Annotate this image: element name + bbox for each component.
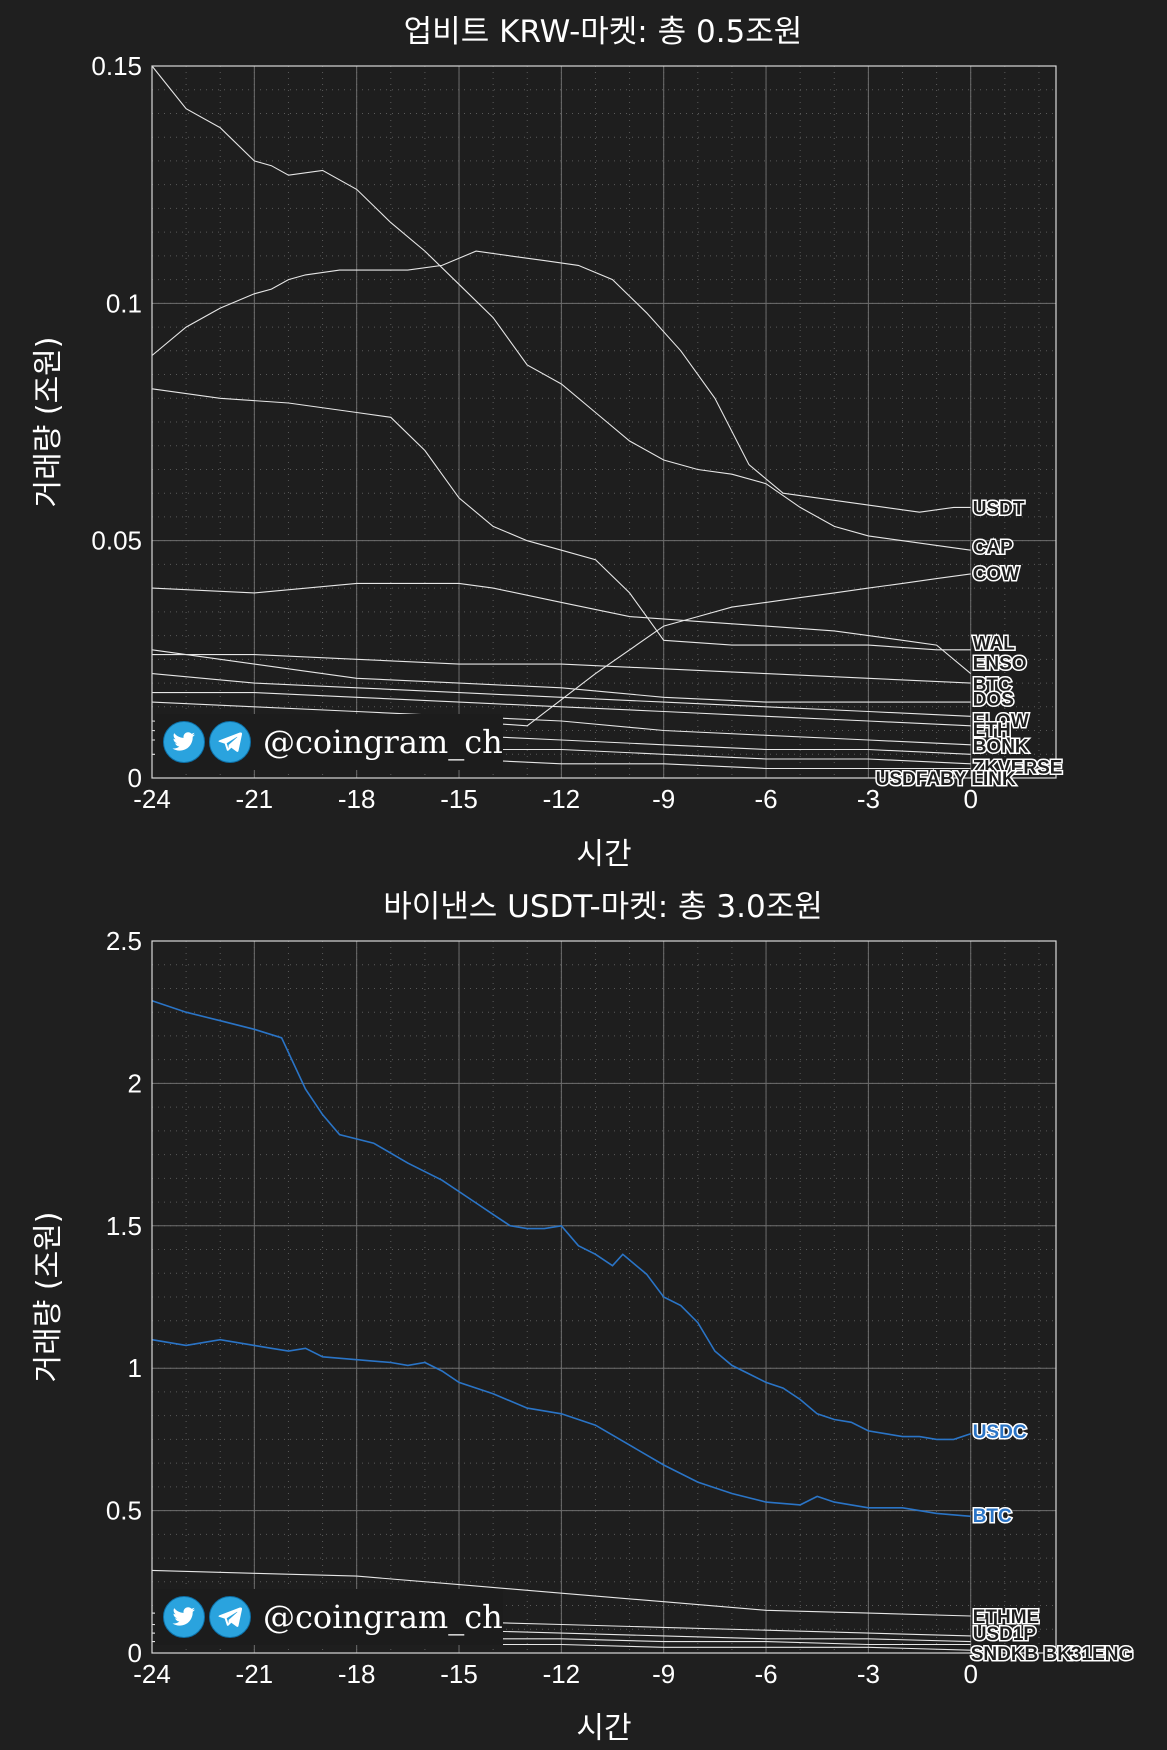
x-tick-label: 0 [963, 1659, 977, 1689]
x-tick-label: 0 [963, 784, 977, 814]
y-tick-label: 1 [128, 1353, 142, 1383]
y-tick-label: 0.5 [106, 1496, 142, 1526]
y-tick-label: 0.1 [106, 288, 142, 318]
series-end-label: BTC [973, 1506, 1012, 1527]
series-end-label: SNDKB BK31ENG [971, 1644, 1134, 1665]
series-end-label: USD1P [973, 1624, 1037, 1645]
series-end-label: BONK [973, 737, 1029, 758]
x-tick-label: -15 [440, 784, 478, 814]
y-tick-label: 1.5 [106, 1211, 142, 1241]
x-tick-label: -18 [338, 784, 376, 814]
series-line-doge [151, 649, 971, 703]
y-tick-label: 0.05 [91, 526, 142, 556]
x-tick-label: -6 [754, 1659, 777, 1689]
axes-frame [151, 940, 1057, 1654]
series-line-enso [151, 582, 972, 675]
series-end-label: ETHME [973, 1607, 1040, 1628]
series-line-flow [151, 673, 971, 717]
chart-binance: -24 -21 -18 -15 -12 -9 -6 -3 0 0 0.5 1 1.5 2 2.5 시간 거래량 … [31, 926, 1135, 1746]
series-end-label: ZKVERSE [973, 758, 1063, 779]
x-tick-label: -12 [543, 1659, 581, 1689]
series-line-btc [151, 1338, 971, 1518]
x-tick-label: -3 [857, 784, 880, 814]
x-tick-label: -9 [652, 784, 675, 814]
telegram-icon[interactable] [209, 721, 251, 763]
y-tick-label: 0 [128, 1638, 142, 1668]
chart-upbit: -24 -21 -18 -15 -12 -9 -6 -3 0 0 0.05 0.1 0.15 시간 거래량 … [31, 51, 1064, 872]
watermark-binance: @coingram_ch [155, 1589, 503, 1645]
y-tick-label: 0 [128, 763, 142, 793]
x-tick-label: -15 [440, 1659, 478, 1689]
x-tick-label: -9 [652, 1659, 675, 1689]
series-line-bonk [151, 701, 971, 746]
watermark-handle: @coingram_ch [263, 723, 503, 761]
series-end-label: WAL [973, 634, 1016, 655]
chart-title-upbit: 업비트 KRW-마켓: 총 0.5조원 [404, 14, 803, 50]
series-end-label: BTC [973, 675, 1012, 696]
twitter-icon[interactable] [163, 1596, 205, 1638]
x-tick-label: -18 [338, 1659, 376, 1689]
series-line-usdt [151, 250, 971, 513]
telegram-icon[interactable] [209, 1596, 251, 1638]
series-end-label: ENSO [973, 654, 1027, 675]
y-tick-label: 0.15 [91, 51, 142, 81]
series-end-label: USDC [973, 1422, 1027, 1443]
watermark-handle: @coingram_ch [263, 1598, 503, 1636]
twitter-icon[interactable] [163, 721, 205, 763]
x-tick-label: -3 [857, 1659, 880, 1689]
series-line-wal [151, 388, 971, 651]
series-line-cap [151, 65, 971, 551]
y-tick-label: 2 [128, 1068, 142, 1098]
series-end-label: ETH [973, 720, 1011, 741]
x-tick-label: -21 [236, 784, 274, 814]
series-line-eth [151, 1569, 971, 1617]
x-tick-label: -21 [236, 1659, 274, 1689]
x-axis-label: 시간 [576, 1711, 631, 1746]
series-line-eth [152, 692, 971, 727]
series-end-label: DOS [973, 689, 1014, 710]
x-tick-label: -24 [133, 784, 171, 814]
x-tick-label: -12 [543, 784, 581, 814]
series-end-label: USDT [973, 498, 1025, 519]
x-axis-label: 시간 [576, 837, 631, 872]
y-axis-label: 거래량 (조원) [31, 1212, 66, 1383]
chart-title-binance: 바이낸스 USDT-마켓: 총 3.0조원 [383, 889, 823, 925]
x-tick-label: -6 [754, 784, 777, 814]
series-end-label: USDFABY LINK [876, 769, 1016, 790]
x-tick-label: -24 [133, 1659, 171, 1689]
series-end-label: FLOW [973, 711, 1029, 732]
series-end-label: CAP [973, 537, 1013, 558]
y-axis-label: 거래량 (조원) [31, 337, 66, 508]
watermark-upbit: @coingram_ch [155, 714, 503, 770]
y-tick-label: 2.5 [106, 926, 142, 956]
series-line-btc [152, 654, 971, 684]
series-line-usdc [151, 1000, 971, 1441]
series-end-label: COW [973, 564, 1020, 585]
axes-frame [151, 65, 1057, 779]
